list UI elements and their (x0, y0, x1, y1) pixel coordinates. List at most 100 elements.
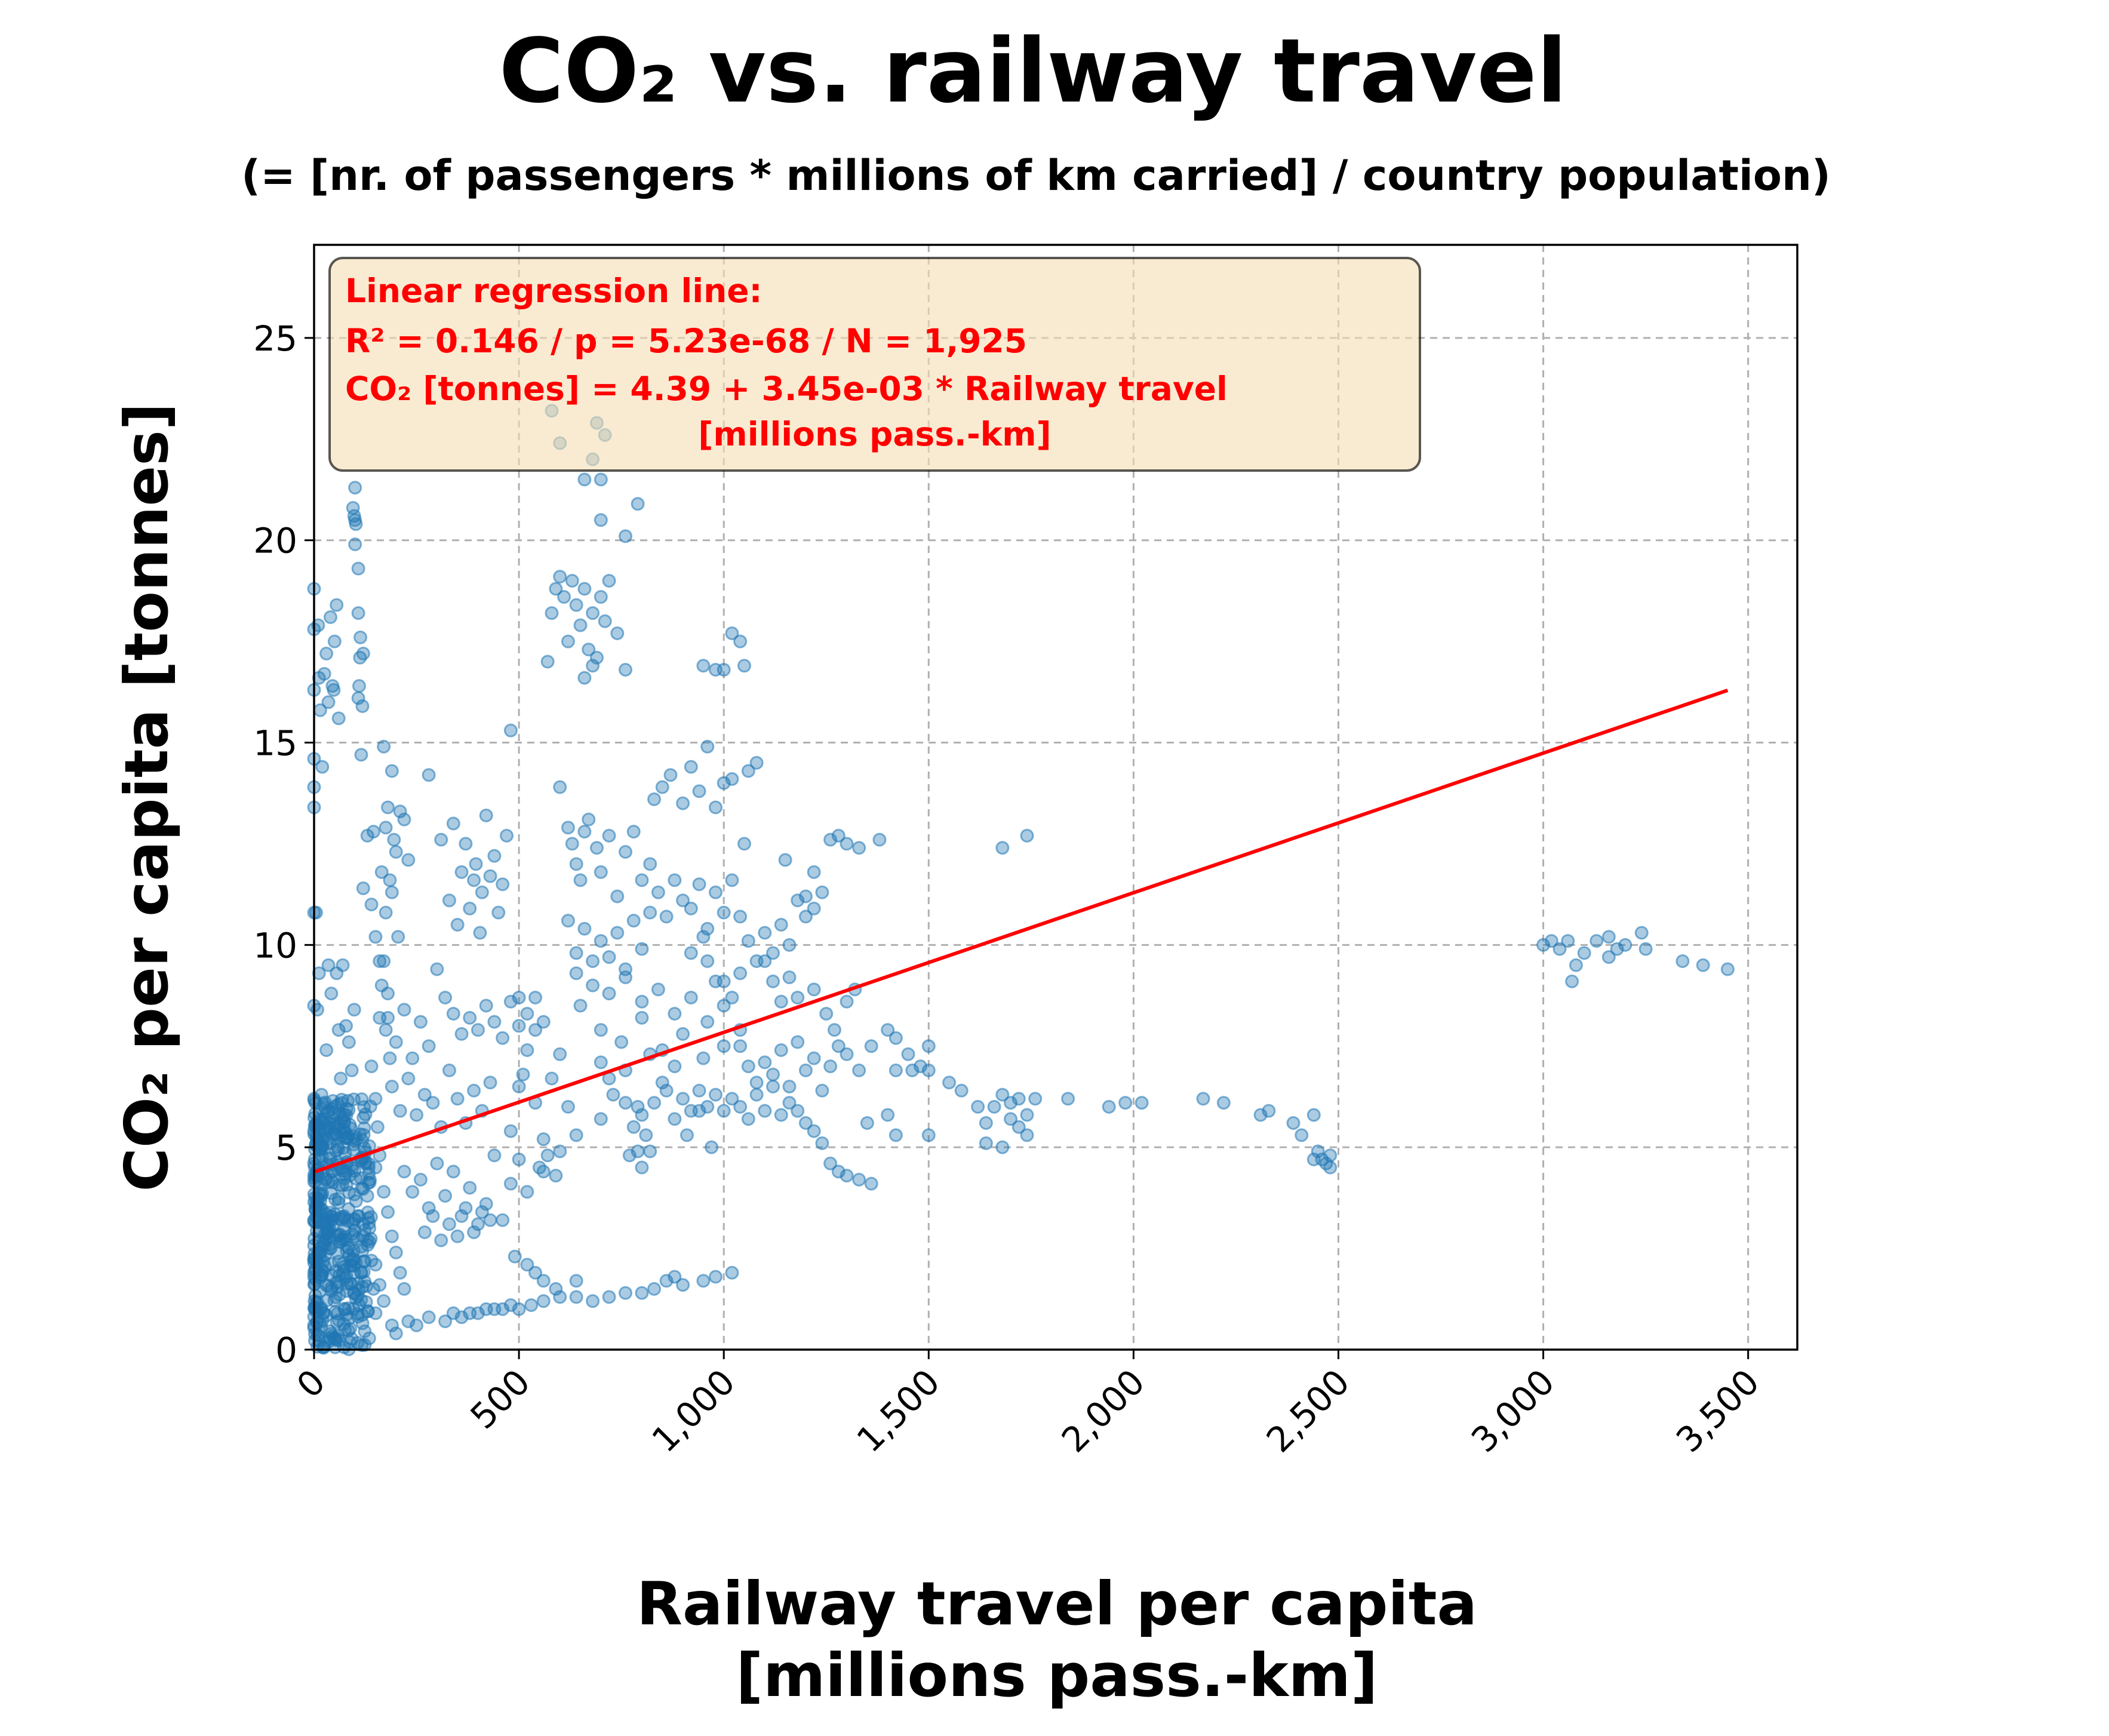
scatter-point (725, 1265, 739, 1280)
scatter-point (1135, 1096, 1149, 1110)
scatter-point (450, 1092, 465, 1106)
scatter-point (309, 905, 323, 920)
scatter-point (1618, 938, 1633, 952)
regression-annotation: Linear regression line: R² = 0.146 / p =… (328, 257, 1421, 472)
scatter-point (602, 1290, 616, 1304)
scatter-point (647, 1282, 662, 1296)
scatter-point (366, 825, 380, 839)
scatter-point (831, 1039, 846, 1053)
scatter-point (364, 898, 379, 912)
scatter-point (594, 1055, 608, 1070)
annotation-line-1: Linear regression line: (345, 272, 763, 310)
y-ticks: 0 5 10 15 20 25 (253, 318, 314, 1371)
scatter-point (503, 1176, 518, 1191)
scatter-point (594, 472, 608, 487)
annotation-line-3: CO₂ [tonnes] = 4.39 + 3.45e-03 * Railway… (345, 370, 1228, 408)
scatter-point (496, 1213, 510, 1227)
scatter-point (332, 1211, 346, 1225)
scatter-point (798, 889, 813, 904)
scatter-point (573, 873, 588, 887)
scatter-point (536, 1164, 551, 1179)
scatter-point (655, 780, 669, 794)
scatter-point (334, 1071, 348, 1086)
scatter-point (668, 1112, 682, 1126)
scatter-point (1552, 942, 1567, 956)
scatter-point (496, 877, 510, 892)
scatter-point (393, 1265, 407, 1280)
scatter-point (516, 1067, 530, 1081)
scatter-point (741, 1059, 755, 1074)
scatter-point (377, 739, 391, 754)
scatter-point (391, 930, 405, 944)
scatter-point (635, 994, 649, 1009)
scatter-point (733, 1039, 748, 1053)
scatter-point (321, 695, 336, 709)
scatter-point (356, 1127, 371, 1142)
scatter-point (717, 1039, 731, 1053)
scatter-point (355, 1092, 369, 1107)
scatter-point (422, 1039, 436, 1053)
scatter-point (491, 905, 506, 920)
scatter-point (351, 1209, 365, 1223)
scatter-point (413, 1172, 428, 1187)
scatter-point (582, 643, 596, 657)
scatter-point (594, 865, 608, 879)
scatter-point (659, 910, 674, 924)
scatter-point (725, 772, 739, 786)
scatter-point (889, 1031, 903, 1045)
scatter-point (373, 1010, 387, 1025)
scatter-point (569, 966, 583, 981)
scatter-point (987, 1099, 1001, 1114)
scatter-point (1286, 1116, 1301, 1130)
scatter-point (741, 934, 755, 948)
scatter-point (324, 1256, 338, 1271)
scatter-point (942, 1076, 957, 1090)
scatter-point (626, 825, 641, 839)
scatter-point (807, 1051, 821, 1065)
scatter-point (676, 893, 690, 908)
scatter-point (330, 598, 344, 612)
scatter-point (454, 1027, 469, 1041)
scatter-point (1118, 1096, 1133, 1110)
scatter-point (614, 1035, 629, 1049)
scatter-point (602, 950, 616, 964)
scatter-point (1012, 1092, 1026, 1106)
scatter-point (708, 800, 723, 815)
scatter-point (1028, 1092, 1043, 1106)
scatter-point (663, 768, 678, 782)
scatter-point (487, 1148, 502, 1163)
scatter-point (438, 1188, 453, 1203)
scatter-point (758, 926, 772, 940)
y-tick-label: 20 (253, 521, 297, 561)
scatter-point (696, 930, 711, 944)
chart-title: CO₂ vs. railway travel (499, 20, 1567, 122)
scatter-point (351, 561, 365, 576)
scatter-point (356, 1111, 371, 1125)
scatter-point (819, 1007, 834, 1021)
scatter-point (405, 1185, 420, 1199)
scatter-point (311, 618, 325, 632)
scatter-point (483, 1076, 497, 1090)
scatter-point (315, 1116, 330, 1130)
scatter-point (377, 1185, 391, 1199)
scatter-point (540, 655, 555, 669)
scatter-point (692, 784, 706, 798)
scatter-point (324, 987, 339, 1001)
scatter-point (393, 1104, 407, 1118)
scatter-point (528, 1023, 543, 1037)
scatter-point (696, 1274, 711, 1288)
scatter-point (823, 1059, 838, 1074)
scatter-point (708, 885, 723, 899)
scatter-point (524, 1298, 539, 1312)
scatter-point (512, 1302, 526, 1316)
scatter-point (635, 1010, 649, 1025)
scatter-point (639, 1128, 653, 1142)
scatter-point (647, 792, 662, 806)
scatter-point (1601, 930, 1616, 944)
scatter-point (668, 1007, 682, 1021)
scatter-point (684, 901, 698, 915)
scatter-point (536, 1274, 551, 1288)
scatter-point (341, 1240, 355, 1255)
scatter-point (348, 481, 362, 495)
scatter-point (545, 606, 559, 620)
